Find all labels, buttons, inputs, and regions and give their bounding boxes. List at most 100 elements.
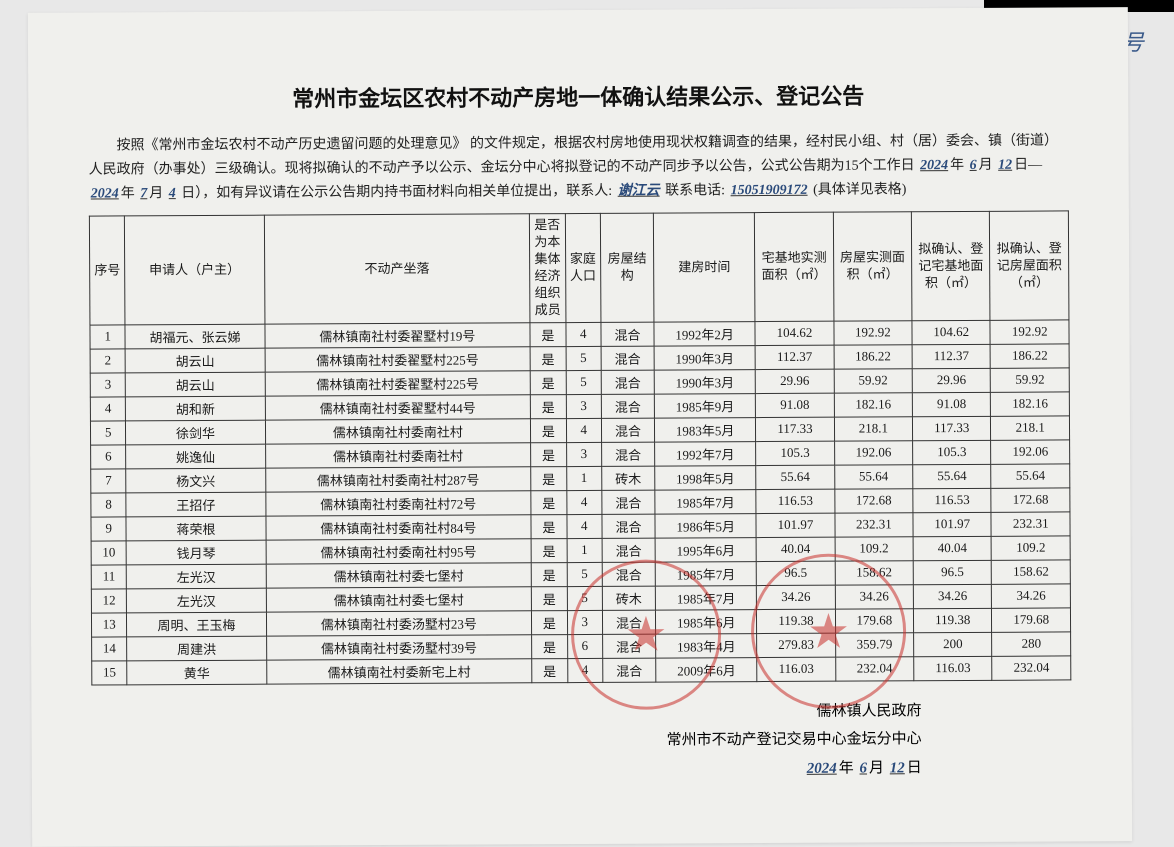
cell-house: 232.04 [835,656,914,680]
cell-struct: 混合 [602,610,655,634]
cell-cland: 101.97 [913,512,992,536]
cell-struct: 混合 [602,442,655,466]
cell-location: 儒林镇南社村委南社村287号 [265,466,531,491]
cell-location: 儒林镇南社村委翟墅村225号 [265,370,531,395]
cell-chouse: 218.1 [991,416,1070,440]
cell-cland: 29.96 [912,368,991,392]
cell-member: 是 [531,514,567,538]
cell-applicant: 徐剑华 [126,420,265,445]
cell-date: 1992年2月 [654,321,755,346]
cell-chouse: 172.68 [991,488,1070,512]
cell-struct: 混合 [601,418,654,442]
cell-cland: 119.38 [914,608,993,632]
cell-member: 是 [531,466,567,490]
cell-house: 179.68 [835,608,914,632]
cell-chouse: 232.04 [992,656,1071,680]
cell-location: 儒林镇南社村委七堡村 [266,586,532,611]
cell-seq: 15 [92,661,128,685]
month1-handwritten: 6 [968,158,979,173]
cell-date: 1985年7月 [655,585,756,610]
cell-applicant: 黄华 [127,660,266,685]
cell-seq: 4 [90,397,126,421]
cell-location: 儒林镇南社村委南社村72号 [265,490,531,515]
cell-member: 是 [532,634,568,658]
cell-date: 1990年3月 [654,345,755,370]
cell-land: 29.96 [755,369,834,393]
cell-applicant: 胡云山 [126,372,265,397]
cell-applicant: 胡云山 [125,348,264,373]
cell-location: 儒林镇南社村委翟墅村44号 [265,394,531,419]
cell-location: 儒林镇南社村委汤墅村23号 [266,610,532,635]
cell-cland: 112.37 [912,344,991,368]
cell-cland: 34.26 [913,584,992,608]
cell-struct: 混合 [603,658,656,682]
cell-house: 186.22 [834,344,913,368]
cell-struct: 混合 [602,514,655,538]
cell-date: 1990年3月 [654,369,755,394]
cell-struct: 混合 [603,634,656,658]
cell-applicant: 左光汉 [127,564,266,589]
cell-location: 儒林镇南社村委汤墅村39号 [266,634,532,659]
cell-cland: 116.53 [913,488,992,512]
cell-date: 1985年9月 [654,393,755,418]
contact-phone-handwritten: 15051909172 [729,182,810,197]
cell-pop: 6 [567,634,603,658]
cell-pop: 1 [567,538,603,562]
cell-applicant: 蒋荣根 [126,516,265,541]
cell-location: 儒林镇南社村委南社村95号 [266,538,532,563]
cell-member: 是 [531,538,567,562]
cell-seq: 14 [92,637,128,661]
cell-chouse: 158.62 [992,560,1071,584]
cell-land: 117.33 [756,417,835,441]
cell-land: 105.3 [756,441,835,465]
cell-location: 儒林镇南社村委南社村84号 [265,514,531,539]
cell-seq: 13 [91,613,127,637]
cell-land: 119.38 [757,609,836,633]
intro-text-b: 日），如有异议请在公示公告期内持书面材料向相关单位提出，联系人: [181,183,612,200]
cell-pop: 5 [567,562,603,586]
month2-handwritten: 7 [138,186,149,201]
cell-member: 是 [530,370,566,394]
property-table: 序号 申请人（户主） 不动产坐落 是否为本集体经济组织成员 家庭人口 房屋结构 … [89,211,1071,685]
cell-house: 218.1 [834,416,913,440]
footer-day: 12 [888,760,907,776]
cell-applicant: 钱月琴 [126,540,265,565]
cell-house: 192.92 [834,320,913,344]
th-date: 建房时间 [653,213,755,322]
cell-seq: 1 [90,325,126,349]
cell-applicant: 王招仔 [126,492,265,517]
intro-text-a: 按照《常州市金坛农村不动产历史遗留问题的处理意见》 的文件规定，根据农村房地使用… [89,133,1058,177]
th-pop: 家庭人口 [565,214,601,323]
th-struct: 房屋结构 [600,214,654,323]
cell-applicant: 周明、王玉梅 [127,612,266,637]
cell-struct: 混合 [601,346,654,370]
cell-land: 91.08 [756,393,835,417]
cell-member: 是 [530,322,566,346]
cell-land: 101.97 [756,513,835,537]
th-seq: 序号 [89,216,125,325]
th-member: 是否为本集体经济组织成员 [530,214,566,323]
year2-handwritten: 2024 [89,186,121,201]
footer-line1: 儒林镇人民政府 [91,697,921,730]
cell-seq: 10 [91,541,127,565]
cell-cland: 105.3 [913,440,992,464]
cell-cland: 104.62 [912,320,991,344]
cell-pop: 1 [566,466,602,490]
cell-struct: 混合 [601,394,654,418]
intro-text-d: (具体详见表格) [813,182,906,197]
cell-pop: 4 [566,490,602,514]
page-title: 常州市金坛区农村不动产房地一体确认结果公示、登记公告 [88,77,1068,114]
cell-house: 55.64 [834,464,913,488]
cell-seq: 3 [90,373,126,397]
cell-cland: 117.33 [913,416,992,440]
footer-block: 儒林镇人民政府 常州市不动产登记交易中心金坛分中心 2024年 6月 12日 [91,696,1071,787]
cell-applicant: 姚逸仙 [126,444,265,469]
cell-cland: 55.64 [913,464,992,488]
cell-date: 1995年6月 [655,537,756,562]
cell-member: 是 [531,490,567,514]
cell-date: 1983年4月 [656,633,757,658]
cell-member: 是 [531,586,567,610]
cell-struct: 混合 [601,370,654,394]
cell-date: 1985年7月 [655,489,756,514]
cell-seq: 7 [91,469,127,493]
